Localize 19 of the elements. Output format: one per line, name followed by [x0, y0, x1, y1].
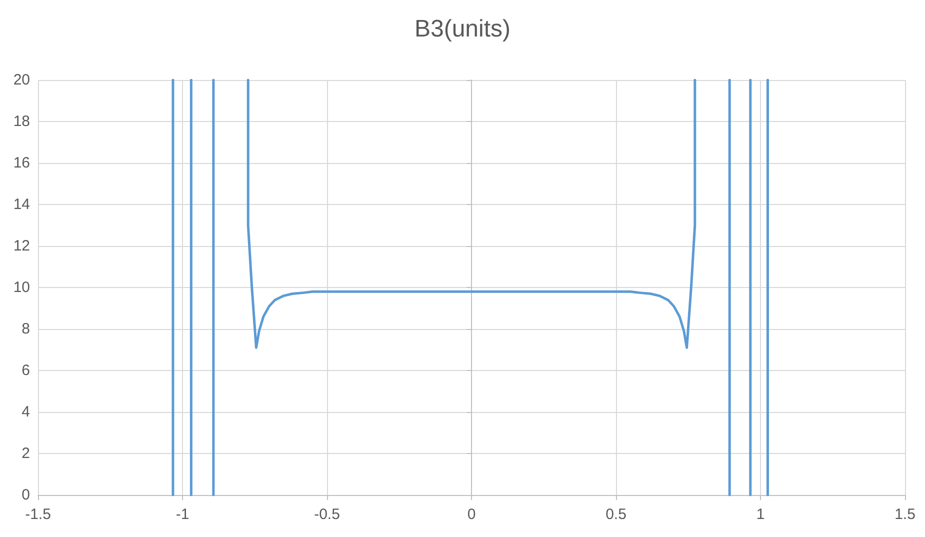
y-tick-label: 12: [13, 238, 30, 254]
y-tick-label: 16: [13, 154, 30, 172]
x-tick-label: -1: [176, 506, 190, 523]
y-tick-label: 14: [13, 196, 30, 213]
chart-title: B3(units): [414, 16, 511, 42]
x-tick-label: 0: [467, 506, 476, 523]
y-tick-label: 10: [13, 279, 30, 296]
x-tick-label: 1: [756, 506, 765, 523]
y-tick-label: 4: [22, 404, 30, 420]
y-tick-label: 0: [22, 486, 30, 504]
y-tick-label: 18: [13, 113, 30, 130]
x-tick-label: 1.5: [894, 506, 916, 523]
y-tick-label: 2: [22, 445, 30, 462]
x-tick-label: 0.5: [606, 506, 626, 523]
x-tick-label: -1.5: [25, 506, 51, 523]
y-tick-label: 20: [13, 72, 30, 88]
y-tick-label: 6: [22, 362, 30, 379]
y-tick-label: 8: [22, 320, 30, 338]
x-tick-label: -0.5: [314, 506, 340, 523]
